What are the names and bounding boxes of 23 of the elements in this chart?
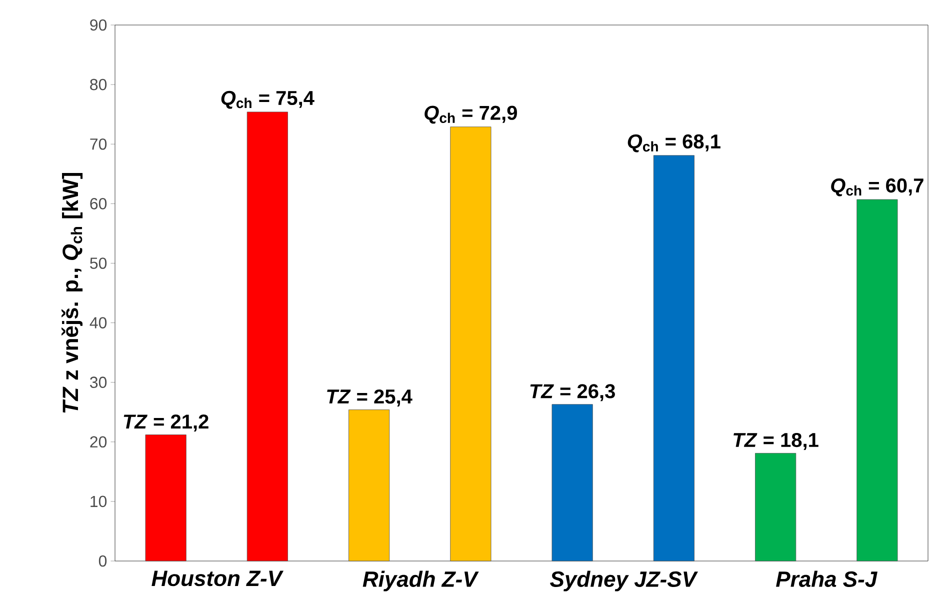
data-label: Q$_{ch}$ = 60,7: [831, 178, 924, 196]
x-tick-label: Sydney JZ-SV: [550, 570, 698, 592]
y-tick-label: 50: [90, 258, 107, 269]
y-tick-label: 80: [90, 78, 107, 90]
y-tick-label: 0: [98, 555, 107, 567]
x-tick-label: Riyadh Z-V: [362, 570, 479, 592]
y-tick-label: 10: [90, 496, 107, 508]
y-tick-label: 30: [90, 376, 107, 388]
data-label: TZ = 25,4: [327, 389, 412, 407]
data-label: TZ = 21,2: [124, 414, 208, 432]
y-axis-title: TZ z vnějš. p., Q$_{ch}$ [kW]: [62, 173, 83, 413]
x-tick-label: Houston Z-V: [152, 570, 284, 586]
y-tick-label: 60: [90, 198, 107, 210]
y-tick-label: 20: [90, 436, 107, 448]
data-label: Q$_{ch}$ = 68,1: [628, 134, 720, 152]
y-tick-label: 90: [90, 19, 107, 31]
data-label: TZ = 26,3: [530, 384, 615, 402]
data-label: Q$_{ch}$ = 75,4: [221, 90, 314, 109]
data-label: Q$_{ch}$ = 72,9: [424, 106, 517, 124]
data-label: TZ = 18,1: [734, 432, 818, 450]
y-tick-label: 40: [90, 317, 107, 328]
y-tick-label: 70: [90, 138, 107, 150]
x-tick-label: Praha S-J: [776, 570, 878, 587]
